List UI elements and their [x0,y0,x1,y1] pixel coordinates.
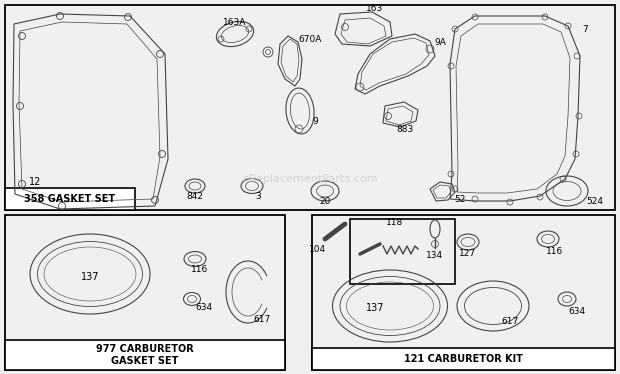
Bar [312,215,615,370]
Text: 670A: 670A [298,34,322,43]
Text: 3: 3 [255,191,261,200]
Bar [312,348,615,370]
Bar [5,5,615,210]
Bar [5,215,285,370]
Text: 7: 7 [582,25,588,34]
Bar [5,340,285,370]
Text: 883: 883 [396,125,414,134]
Text: 116: 116 [546,246,564,255]
Text: 9A: 9A [434,37,446,46]
Text: 617: 617 [254,315,270,324]
Text: 137: 137 [81,272,99,282]
Text: 134: 134 [427,251,443,261]
Text: 163A: 163A [223,18,247,27]
Text: 163: 163 [366,3,384,12]
Text: 118: 118 [386,218,404,227]
Text: 116: 116 [192,264,208,273]
Text: 12: 12 [29,177,41,187]
Text: 634: 634 [195,303,213,313]
Text: 358 GASKET SET: 358 GASKET SET [24,194,115,204]
Text: 617: 617 [502,318,518,327]
Text: 104: 104 [309,245,327,254]
Bar [350,219,455,284]
Text: 121 CARBURETOR KIT: 121 CARBURETOR KIT [404,354,523,364]
Text: 20: 20 [319,196,330,205]
Text: 842: 842 [187,191,203,200]
Text: 977 CARBURETOR
GASKET SET: 977 CARBURETOR GASKET SET [96,344,194,366]
Text: 524: 524 [587,196,603,205]
Text: 52: 52 [454,194,466,203]
Text: 127: 127 [459,249,477,258]
Text: 137: 137 [366,303,384,313]
Text: eReplacementParts.com: eReplacementParts.com [242,174,378,184]
Text: 634: 634 [569,307,585,316]
Bar [5,188,135,210]
Text: 9: 9 [312,116,318,126]
